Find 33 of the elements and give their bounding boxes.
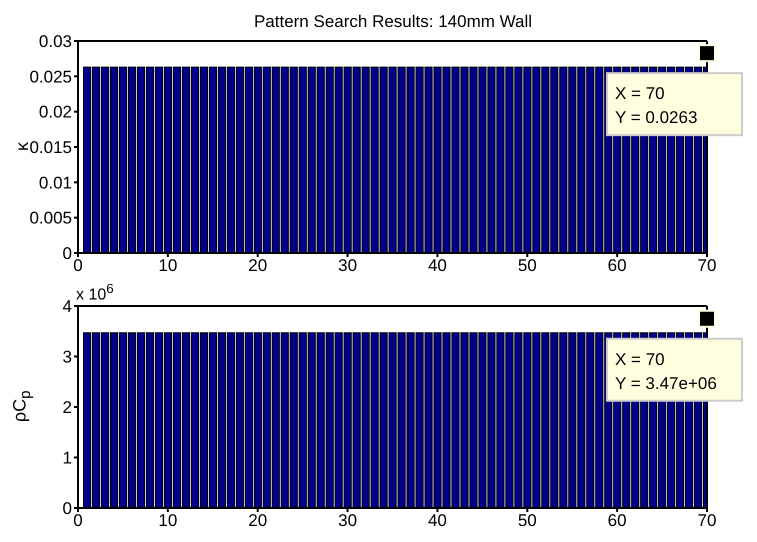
x-tick-label: 20 — [248, 511, 268, 530]
x-tick-label: 20 — [248, 256, 268, 276]
x-tick-label: 50 — [518, 511, 537, 530]
y-tick-label: 0.01 — [38, 173, 72, 192]
x-tick-label: 60 — [608, 256, 627, 276]
x-tick-label: 70 — [698, 511, 716, 530]
y-tick-label: 0.015 — [29, 138, 72, 158]
y-tick-label: 0.025 — [29, 67, 72, 86]
y-tick-label: 4 — [62, 297, 72, 316]
chart-title: Pattern Search Results: 140mm Wall — [252, 12, 534, 32]
x-tick-label: 10 — [158, 511, 178, 530]
x-tick-label: 40 — [428, 511, 447, 530]
x-tick-label: 40 — [428, 256, 447, 276]
x-tick-label: 10 — [158, 256, 178, 276]
y-tick-label: 2 — [62, 398, 72, 418]
x-tick-label: 50 — [518, 256, 537, 276]
y-axis-title: κ — [12, 142, 32, 151]
y-tick-label: 0.005 — [29, 208, 72, 228]
x-tick-label: 30 — [338, 511, 358, 530]
y-tick-label: 0 — [62, 499, 72, 518]
y-tick-label: 0 — [62, 244, 72, 264]
x-tick-label: 60 — [608, 511, 627, 530]
annotation: X = 70 — [615, 350, 665, 369]
y-tick-label: 0.02 — [38, 102, 72, 122]
annotation: Y = 3.47e+06 — [615, 374, 717, 393]
y-tick-label: 0.03 — [38, 32, 72, 52]
annotation: Y = 0.0263 — [615, 108, 698, 128]
x-tick-label: 30 — [338, 256, 358, 276]
y-tick-label: 1 — [62, 448, 72, 468]
y-tick-label: 3 — [62, 348, 72, 367]
x-tick-label: 70 — [698, 256, 716, 276]
text: x 10$^{6}$ — [76, 281, 114, 304]
annotation: X = 70 — [615, 84, 665, 104]
